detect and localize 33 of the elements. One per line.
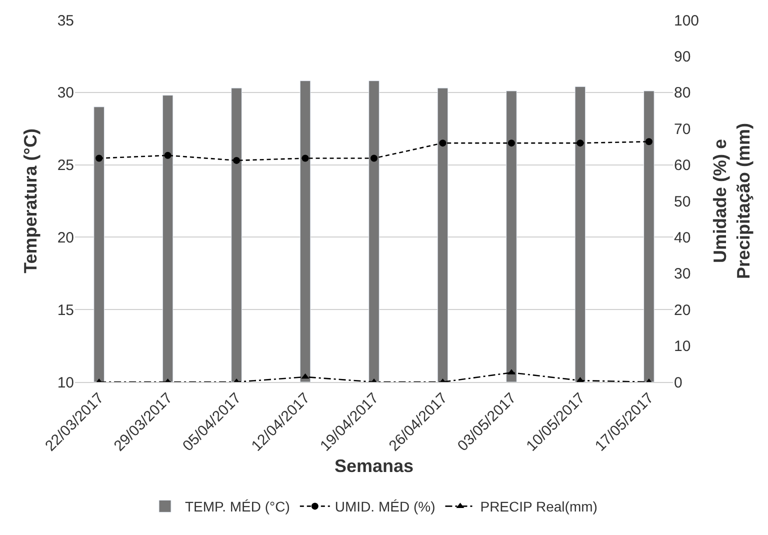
point [645,138,652,146]
y2-axis-title: Umidade (%) e Precipitação (mm) [710,122,754,280]
point [508,140,515,147]
y2-tick-label: 100 [674,12,700,30]
legend-label: UMID. MÉD (%) [334,498,436,515]
x-axis-title: Semanas [334,456,414,476]
point [302,154,309,162]
point [370,154,378,162]
y-tick-label: 30 [57,84,74,102]
y-tick-label: 10 [57,374,74,392]
y2-tick-label: 20 [674,302,691,319]
y2-tick-label: 10 [674,338,691,356]
y2-tick-label: 40 [674,229,691,246]
point [576,140,584,147]
y2-tick-label: 80 [674,84,691,102]
y2-tick-label: 50 [674,193,691,210]
point [233,156,240,164]
point [439,140,446,147]
y2-tick-label: 70 [674,120,691,138]
y-tick-label: 35 [57,12,74,30]
y2-tick-label: 60 [674,157,691,174]
y2-tick-label: 90 [674,48,691,66]
legend-label: TEMP. MÉD (°C) [185,498,290,515]
y-tick-label: 25 [57,157,74,174]
y-tick-label: 20 [57,229,74,246]
point [164,152,172,159]
y-axis-title: Temperatura (°C) [20,128,41,274]
y2-tick-label: 0 [674,374,682,392]
legend-label: PRECIP Real(mm) [480,498,598,515]
point [96,154,103,162]
y2-tick-label: 30 [674,266,691,283]
y-tick-label: 15 [57,302,74,319]
point [301,373,310,379]
